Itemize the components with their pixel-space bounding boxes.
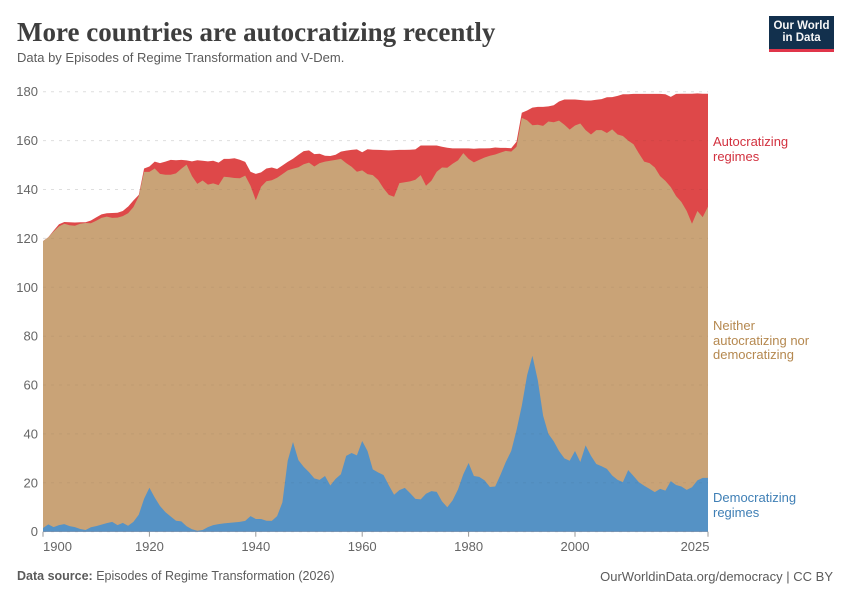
- svg-text:20: 20: [24, 475, 38, 490]
- svg-text:100: 100: [16, 280, 38, 295]
- svg-text:180: 180: [16, 84, 38, 99]
- svg-text:2000: 2000: [561, 539, 590, 554]
- svg-text:2025: 2025: [681, 539, 710, 554]
- svg-text:120: 120: [16, 231, 38, 246]
- svg-text:1960: 1960: [348, 539, 377, 554]
- svg-text:80: 80: [24, 329, 38, 344]
- svg-text:160: 160: [16, 133, 38, 148]
- svg-text:1940: 1940: [241, 539, 270, 554]
- svg-text:1980: 1980: [454, 539, 483, 554]
- svg-text:1920: 1920: [135, 539, 164, 554]
- svg-text:40: 40: [24, 426, 38, 441]
- svg-text:60: 60: [24, 378, 38, 393]
- svg-text:0: 0: [31, 524, 38, 539]
- svg-text:140: 140: [16, 182, 38, 197]
- svg-text:1900: 1900: [43, 539, 72, 554]
